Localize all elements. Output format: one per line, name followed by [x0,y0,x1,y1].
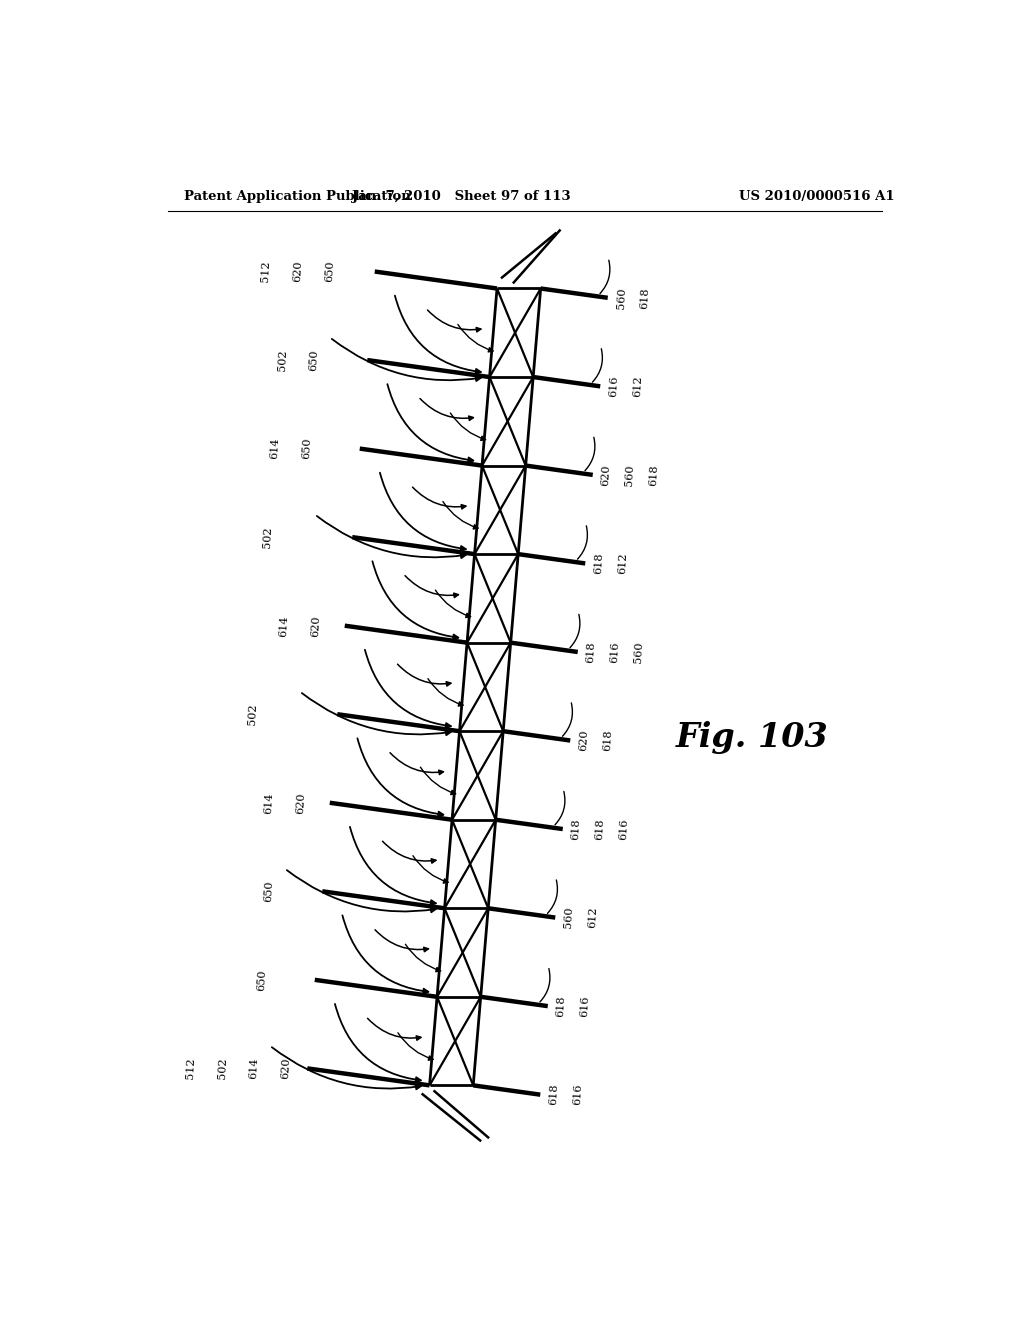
Text: 618: 618 [593,553,604,574]
Text: 502: 502 [262,527,272,548]
Text: 618: 618 [595,818,605,840]
Text: US 2010/0000516 A1: US 2010/0000516 A1 [739,190,895,202]
Text: 502: 502 [217,1057,228,1080]
Text: 512: 512 [185,1057,197,1080]
Text: 502: 502 [247,704,258,725]
Text: 502: 502 [276,348,288,371]
Text: Jan. 7, 2010   Sheet 97 of 113: Jan. 7, 2010 Sheet 97 of 113 [352,190,570,202]
Text: 618: 618 [602,730,613,751]
Text: 612: 612 [617,553,628,574]
Text: 620: 620 [281,1057,292,1080]
Text: 618: 618 [639,286,650,309]
Text: 560: 560 [625,463,636,486]
Text: 616: 616 [608,375,620,397]
Text: 560: 560 [633,642,644,663]
Text: 620: 620 [310,615,321,636]
Text: 614: 614 [249,1057,260,1080]
Text: 612: 612 [632,375,643,397]
Text: 616: 616 [618,818,630,840]
Text: 614: 614 [279,615,289,636]
Text: 620: 620 [292,260,303,282]
Text: 650: 650 [256,969,267,991]
Text: 616: 616 [609,642,621,663]
Text: 618: 618 [586,642,597,663]
Text: Patent Application Publication: Patent Application Publication [183,190,411,202]
Text: 620: 620 [295,792,306,813]
Text: 614: 614 [263,792,274,813]
Text: 618: 618 [548,1084,559,1106]
Text: 616: 616 [572,1084,583,1106]
Text: 650: 650 [263,880,274,903]
Text: 650: 650 [308,348,319,371]
Text: 650: 650 [324,260,335,282]
Text: 512: 512 [260,260,271,282]
Text: 620: 620 [601,463,611,486]
Text: 614: 614 [269,438,281,459]
Text: 616: 616 [580,995,591,1018]
Text: Fig. 103: Fig. 103 [676,721,828,754]
Text: 650: 650 [301,438,312,459]
Text: 560: 560 [615,286,627,309]
Text: 620: 620 [579,730,589,751]
Text: 618: 618 [570,818,582,840]
Text: 612: 612 [587,907,598,928]
Text: 618: 618 [648,463,659,486]
Text: 618: 618 [556,995,567,1018]
Text: 560: 560 [563,907,574,928]
